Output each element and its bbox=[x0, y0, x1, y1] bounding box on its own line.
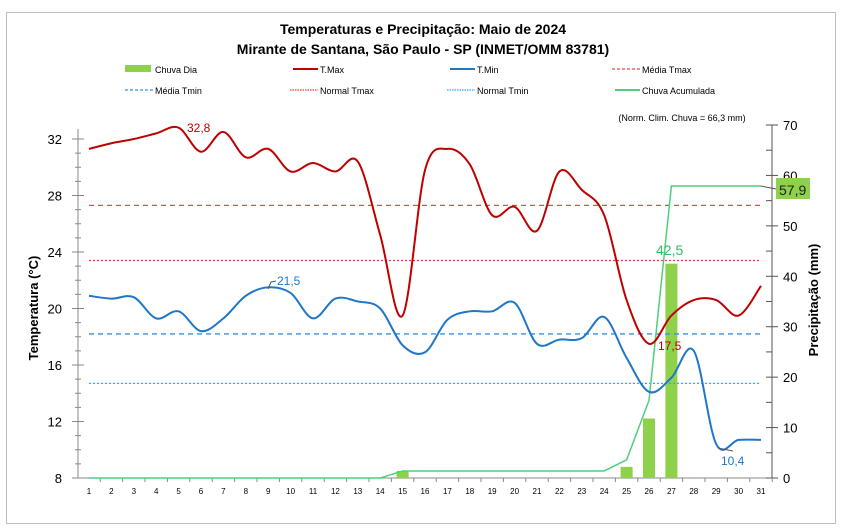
x-tick-label: 10 bbox=[286, 487, 295, 496]
x-tick-label: 11 bbox=[309, 487, 318, 496]
tmax-line bbox=[88, 125, 762, 345]
x-tick-label: 31 bbox=[757, 487, 766, 496]
x-tick-label: 16 bbox=[421, 487, 430, 496]
x-tick-label: 20 bbox=[510, 487, 519, 496]
y2-tick-label: 10 bbox=[783, 421, 797, 436]
x-tick-label: 18 bbox=[465, 487, 474, 496]
legend-label: Normal Tmax bbox=[320, 86, 374, 96]
y-tick-label: 12 bbox=[48, 415, 62, 430]
tmin-max-label: 21,5 bbox=[277, 274, 301, 288]
y-axis-label: Temperatura (°C) bbox=[26, 256, 41, 361]
legend-label: Chuva Dia bbox=[155, 65, 197, 75]
legend-label: Normal Tmin bbox=[477, 86, 528, 96]
chart-marks bbox=[88, 125, 762, 479]
y-tick-label: 28 bbox=[48, 189, 62, 204]
rain-total-leader bbox=[760, 185, 777, 190]
x-tick-label: 24 bbox=[600, 487, 609, 496]
x-tick-label: 15 bbox=[398, 487, 407, 496]
legend-label: T.Max bbox=[320, 65, 345, 75]
x-tick-label: 22 bbox=[555, 487, 564, 496]
tmin-max-leader bbox=[267, 280, 277, 290]
rain-bar bbox=[665, 263, 678, 478]
rain-bar bbox=[620, 466, 633, 478]
legend-label: Média Tmax bbox=[642, 65, 692, 75]
tmin-line bbox=[88, 286, 762, 451]
x-tick-label: 3 bbox=[132, 487, 137, 496]
x-tick-label: 12 bbox=[331, 487, 340, 496]
x-tick-label: 21 bbox=[533, 487, 542, 496]
legend-label: Média Tmin bbox=[155, 86, 202, 96]
data-labels: 32,8 21,5 17,5 10,4 42,5 57,9 bbox=[187, 121, 810, 468]
x-tick-label: 4 bbox=[154, 487, 159, 496]
tmax-min-label: 17,5 bbox=[658, 339, 682, 353]
y-tick-label: 16 bbox=[48, 358, 62, 373]
x-tick-label: 29 bbox=[712, 487, 721, 496]
rain-total-badge bbox=[776, 178, 810, 199]
y2-tick-label: 40 bbox=[783, 269, 797, 284]
rain-total-label: 57,9 bbox=[779, 182, 806, 198]
chart-subtitle: Mirante de Santana, São Paulo - SP (INME… bbox=[237, 41, 609, 57]
x-tick-label: 6 bbox=[199, 487, 204, 496]
cumulative-rain-line bbox=[89, 185, 761, 479]
x-tick-label: 19 bbox=[488, 487, 497, 496]
x-tick-label: 5 bbox=[176, 487, 181, 496]
tmax-max-label: 32,8 bbox=[187, 121, 211, 135]
tmin-min-leader bbox=[717, 447, 734, 452]
y-tick-label: 24 bbox=[48, 245, 62, 260]
y-tick-label: 32 bbox=[48, 132, 62, 147]
rain-max-label: 42,5 bbox=[656, 242, 683, 258]
y-tick-label: 8 bbox=[55, 471, 62, 486]
x-tick-label: 14 bbox=[376, 487, 385, 496]
legend-label: Chuva Acumulada bbox=[642, 86, 715, 96]
rain-bar bbox=[396, 470, 409, 478]
x-tick-label: 30 bbox=[734, 487, 743, 496]
x-tick-label: 13 bbox=[353, 487, 362, 496]
x-tick-label: 8 bbox=[244, 487, 249, 496]
y2-tick-label: 30 bbox=[783, 320, 797, 335]
chart-title: Temperaturas e Precipitação: Maio de 202… bbox=[280, 21, 566, 37]
x-tick-label: 1 bbox=[87, 487, 92, 496]
x-tick-label: 17 bbox=[443, 487, 452, 496]
x-tick-label: 27 bbox=[667, 487, 676, 496]
x-tick-label: 28 bbox=[689, 487, 698, 496]
legend-swatch-rain bbox=[125, 65, 151, 72]
tmin-min-label: 10,4 bbox=[721, 454, 745, 468]
y2-tick-label: 70 bbox=[783, 118, 797, 133]
chart-frame bbox=[6, 12, 836, 524]
x-tick-label: 7 bbox=[221, 487, 226, 496]
y-tick-label: 20 bbox=[48, 302, 62, 317]
x-tick-label: 9 bbox=[266, 487, 271, 496]
rain-normal-note: (Norm. Clim. Chuva = 66,3 mm) bbox=[618, 113, 745, 123]
legend: Chuva Dia T.Max T.Min Média Tmax Média Tmin N… bbox=[125, 65, 715, 96]
y2-axis-label: Precipitação (mm) bbox=[806, 244, 821, 357]
rain-bar bbox=[643, 418, 655, 478]
y2-tick-label: 20 bbox=[783, 370, 797, 385]
x-tick-label: 26 bbox=[645, 487, 654, 496]
x-tick-label: 25 bbox=[622, 487, 631, 496]
y2-tick-label: 50 bbox=[783, 219, 797, 234]
legend-label: T.Min bbox=[477, 65, 499, 75]
y2-tick-label: 0 bbox=[783, 471, 790, 486]
x-tick-label: 2 bbox=[109, 487, 114, 496]
x-tick-label: 23 bbox=[577, 487, 586, 496]
